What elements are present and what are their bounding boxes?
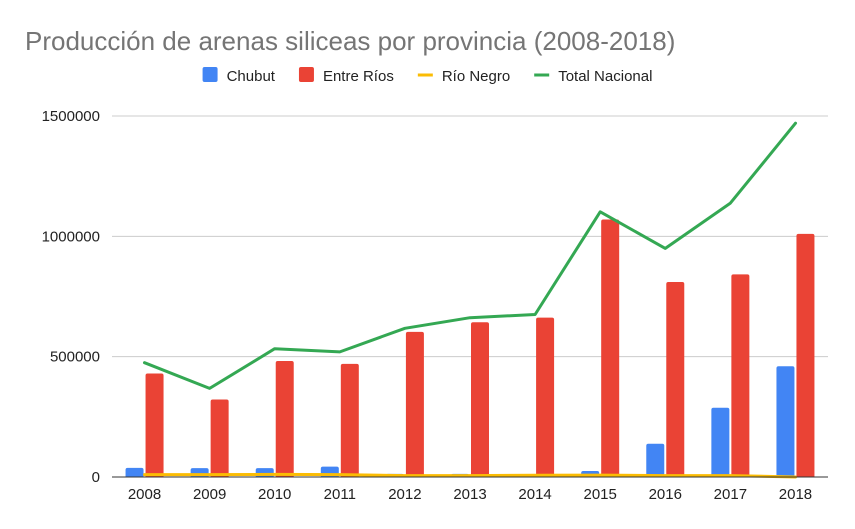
bar-entre-rios-2015 [601,219,620,477]
bar-entre-rios-2013 [471,322,489,477]
legend-label: Río Negro [442,68,510,85]
bar-chubut-2018 [776,366,795,477]
bar-entre-rios-2011 [340,363,359,477]
bar-entre-rios-2016 [666,282,685,477]
x-tick-label: 2012 [388,486,421,503]
bar-chubut-2008 [125,467,144,477]
legend-item-chubut: Chubut [202,67,276,85]
x-tick-label: 2010 [258,486,291,503]
x-tick-label: 2014 [518,486,551,503]
x-tick-label: 2009 [193,486,226,503]
bars [125,219,815,477]
bar-entre-rios-2012 [405,331,424,477]
bar-chubut-2016 [646,443,665,477]
line-total-nacional [143,121,797,390]
x-tick-label: 2011 [324,486,356,503]
y-tick-label: 1000000 [42,228,100,245]
legend-label: Chubut [227,68,276,85]
legend-label: Entre Ríos [323,68,394,85]
gridlines [112,115,828,358]
legend: Chubut Entre Ríos Río Negro Total Nacional [202,67,652,85]
x-tick-label: 2015 [583,486,616,503]
legend-item-total-nacional: Total Nacional [534,68,652,85]
legend-item-rio-negro: Río Negro [417,68,510,85]
x-axis-ticks: 2008 2009 2010 2011 2012 2013 2014 2015 2016 2017… [128,486,812,503]
y-axis-ticks: 0 500000 1000000 1500000 [42,108,100,486]
legend-item-entre-rios: Entre Ríos [298,67,394,85]
legend-label: Total Nacional [558,68,652,85]
y-tick-label: 1500000 [42,108,100,125]
bar-entre-rios-2018 [796,233,815,477]
y-tick-label: 0 [92,469,100,486]
bar-entre-rios-2010 [275,360,294,477]
x-tick-label: 2017 [714,486,747,503]
bar-entre-rios-2009 [210,399,229,477]
legend-swatch [298,67,314,82]
bar-entre-rios-2014 [536,317,555,477]
x-tick-label: 2008 [128,486,161,503]
chart-title: Producción de arenas siliceas por provin… [25,26,675,56]
lines [143,121,797,479]
y-tick-label: 500000 [50,349,100,366]
bar-entre-rios-2017 [731,274,750,477]
x-tick-label: 2016 [649,486,682,503]
x-tick-label: 2013 [453,486,486,503]
x-tick-label: 2018 [779,486,812,503]
bar-entre-rios-2008 [145,373,164,477]
line-rio-negro [143,472,797,479]
bar-chubut-2017 [711,407,730,477]
legend-swatch [202,67,218,82]
